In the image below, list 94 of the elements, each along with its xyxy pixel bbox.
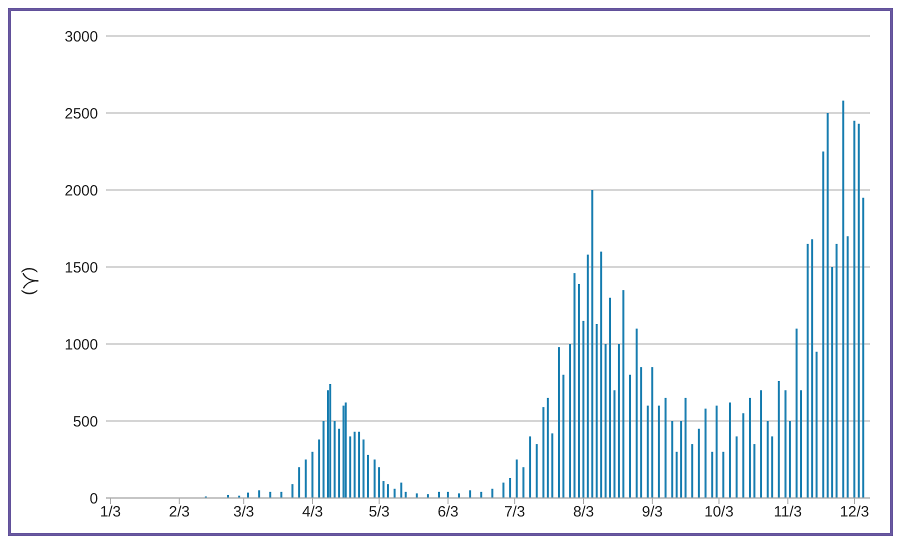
bar [366, 454, 369, 498]
x-tick-label: 7/3 [504, 504, 526, 521]
bar [629, 374, 632, 498]
bar [836, 244, 838, 498]
bar [760, 390, 762, 498]
bar [646, 406, 649, 498]
bar [736, 436, 738, 498]
bar [778, 380, 780, 498]
bar [766, 421, 769, 498]
bar [831, 267, 834, 498]
bar [354, 432, 356, 498]
bar [334, 421, 336, 498]
y-tick-label: 2500 [64, 105, 98, 122]
bar [691, 444, 694, 498]
bar [586, 254, 589, 498]
bar [247, 492, 250, 498]
bar [502, 482, 504, 498]
y-tick-label: 500 [72, 413, 98, 430]
x-tick-label: 8/3 [573, 504, 594, 521]
bar [684, 398, 687, 498]
bar [658, 406, 660, 498]
bar [338, 428, 340, 498]
y-tick-label: 1500 [64, 259, 98, 276]
bar [680, 421, 682, 498]
bar [826, 113, 829, 498]
bar [562, 374, 564, 498]
bar [600, 252, 602, 498]
bar [582, 320, 584, 498]
bar [258, 490, 260, 498]
bar [728, 402, 731, 498]
x-tick-label: 5/3 [368, 504, 390, 521]
bar [349, 436, 352, 498]
bar [748, 398, 751, 498]
bar [426, 494, 429, 498]
x-tick-label: 10/3 [704, 504, 734, 521]
bar [811, 239, 814, 498]
bar [671, 421, 674, 498]
bar [516, 460, 518, 498]
bar [753, 444, 756, 498]
bar [846, 236, 849, 498]
bar [609, 298, 612, 498]
bar [378, 467, 380, 498]
bar [491, 488, 494, 498]
bar [636, 328, 638, 498]
bar [394, 488, 396, 498]
bar [298, 467, 300, 498]
bar [522, 467, 524, 498]
bar [664, 398, 667, 498]
bar [858, 124, 860, 498]
bar [816, 352, 818, 498]
bar [382, 481, 385, 498]
bar [596, 324, 598, 498]
y-tick-label: 2000 [64, 182, 98, 200]
bar [438, 492, 440, 498]
bar [480, 492, 482, 498]
y-axis-title: (人) [20, 267, 40, 296]
bar [509, 478, 512, 498]
bar [784, 390, 786, 498]
bar [342, 406, 345, 498]
x-tick-label: 6/3 [438, 504, 458, 521]
x-tick-label: 1/3 [100, 504, 121, 521]
bar [622, 290, 624, 498]
bar [716, 406, 718, 498]
bar [569, 344, 572, 498]
bar [358, 432, 360, 498]
bar [374, 460, 376, 498]
y-tick-label: 0 [90, 490, 98, 508]
bar [788, 421, 791, 498]
bar [742, 413, 744, 498]
y-tick-label: 3000 [64, 28, 98, 46]
x-tick-label: 2/3 [168, 504, 190, 521]
bar [574, 273, 576, 498]
bar [404, 492, 407, 498]
x-tick-label: 4/3 [302, 504, 323, 521]
bar [362, 439, 365, 498]
bar [318, 439, 320, 498]
bar [862, 198, 864, 498]
bar [529, 436, 532, 498]
bar [551, 433, 554, 498]
bar [800, 390, 802, 498]
x-tick-label: 3/3 [233, 504, 254, 521]
x-tick-label: 9/3 [642, 504, 663, 521]
bar [311, 452, 314, 498]
y-tick-label: 1000 [64, 336, 98, 354]
bar [618, 344, 620, 498]
bar [704, 408, 707, 498]
bar [322, 421, 325, 498]
x-tick-label: 12/3 [840, 504, 870, 521]
bar [796, 328, 798, 498]
x-tick-label: 11/3 [774, 504, 802, 521]
bar [604, 344, 607, 498]
bar [469, 490, 472, 498]
bar [558, 347, 560, 498]
bar [546, 398, 549, 498]
